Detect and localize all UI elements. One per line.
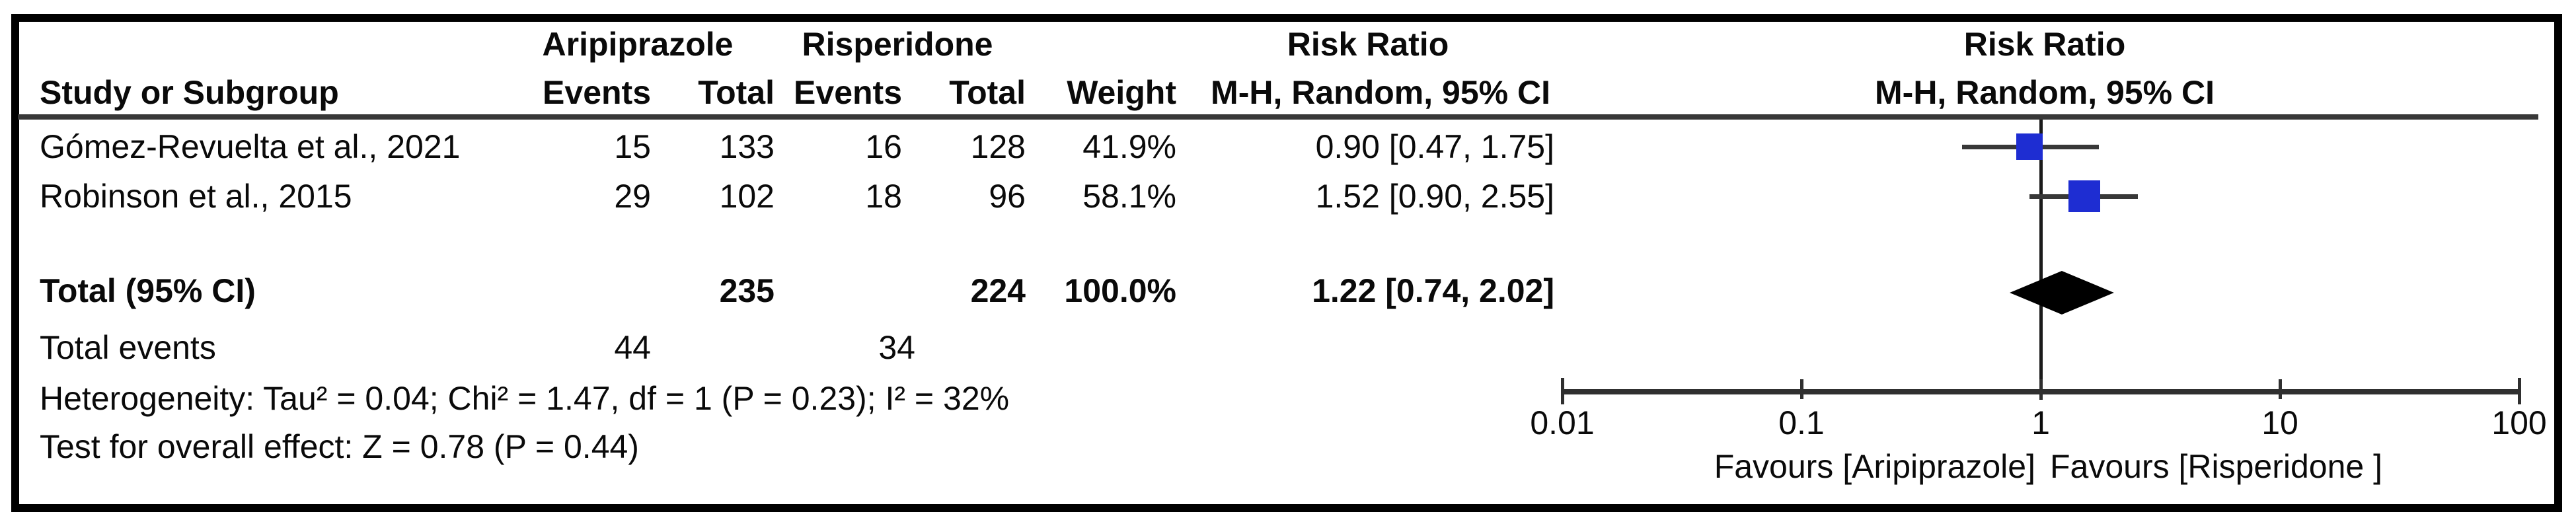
axis-tick-label: 1 [2031,404,2050,441]
group2-header: Risperidone [802,26,993,63]
t1-cell: 102 [719,178,775,215]
heterogeneity-stats: Heterogeneity: Tau² = 0.04; Chi² = 1.47,… [40,380,1010,417]
effect-square [2068,180,2100,212]
weight-column-header: Weight [1067,74,1176,111]
weight-cell: 41.9% [1082,128,1176,165]
risk-ratio-plot-header: Risk Ratio [1963,26,2126,63]
axis-tick [2278,379,2282,399]
rr_text-cell: 1.52 [0.90, 2.55] [1315,178,1554,215]
axis-tick-label: 10 [2261,404,2298,441]
axis-tick-label: 0.01 [1530,404,1595,441]
total2-column-header: Total [949,74,1026,111]
e2-cell: 16 [865,128,902,165]
e2-cell: 18 [865,178,902,215]
total-row-total1: 235 [719,272,775,309]
t1-cell: 133 [719,128,775,165]
t2-cell: 128 [970,128,1026,165]
pooled-diamond [2009,271,2114,315]
events1-column-header: Events [543,74,651,111]
group1-header: Aripiprazole [542,26,734,63]
axis-tick [2039,379,2043,399]
axis-tick [2517,378,2521,404]
e1-cell: 15 [614,128,651,165]
total-row-rr: 1.22 [0.74, 2.02] [1312,272,1554,309]
t2-cell: 96 [989,178,1026,215]
study-name-cell: Gómez-Revuelta et al., 2021 [40,128,461,165]
risk-ratio-text-header: Risk Ratio [1287,26,1449,63]
axis-tick [1560,378,1564,404]
weight-cell: 58.1% [1082,178,1176,215]
method-plot-header: M-H, Random, 95% CI [1875,74,2215,111]
header-separator-line [18,114,2538,120]
overall-effect-stats: Test for overall effect: Z = 0.78 (P = 0… [40,428,639,465]
rr_text-cell: 0.90 [0.47, 1.75] [1315,128,1554,165]
total1-column-header: Total [698,74,775,111]
total-row-weight: 100.0% [1064,272,1176,309]
total-events-group1: 44 [614,329,651,366]
study-column-header: Study or Subgroup [40,74,339,111]
total-events-group2: 34 [878,329,915,366]
e1-cell: 29 [614,178,651,215]
figure-border-frame [11,14,2562,512]
axis-tick-label: 100 [2491,404,2547,441]
total-row-label: Total (95% CI) [40,272,256,309]
effect-square [2016,133,2043,160]
events2-column-header: Events [794,74,902,111]
method-text-header: M-H, Random, 95% CI [1211,74,1550,111]
null-effect-line [2039,120,2043,400]
total-events-label: Total events [40,329,216,366]
axis-tick-label: 0.1 [1778,404,1825,441]
favours-left-label: Favours [Aripiprazole] [1714,448,2035,485]
axis-tick [1799,379,1803,399]
study-name-cell: Robinson et al., 2015 [40,178,352,215]
favours-right-label: Favours [Risperidone ] [2050,448,2383,485]
total-row-total2: 224 [970,272,1026,309]
